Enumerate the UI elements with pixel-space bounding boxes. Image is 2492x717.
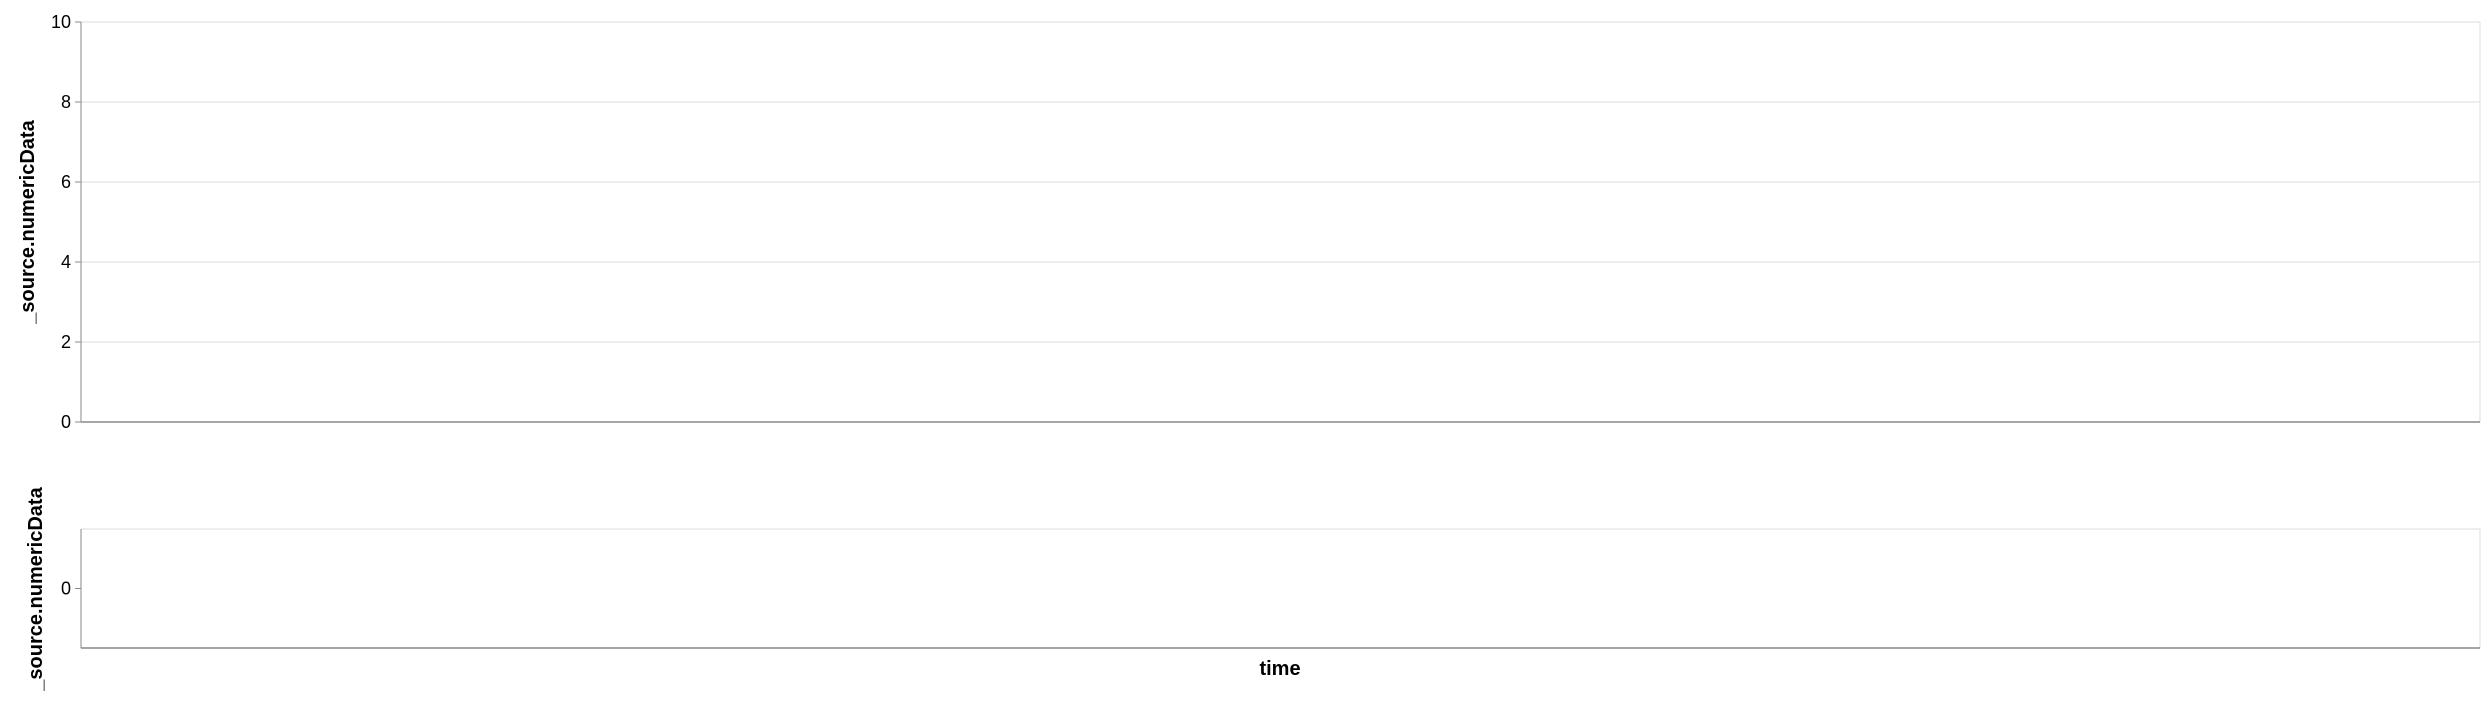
top-y-tick-label: 10 xyxy=(51,12,71,32)
top-y-tick-label: 6 xyxy=(61,172,71,192)
bottom-plot-frame xyxy=(80,528,2481,649)
top-y-tick-label: 8 xyxy=(61,92,71,112)
top-y-ticks: 0 2 4 6 8 10 xyxy=(51,12,81,432)
bottom-y-tick-label: 0 xyxy=(61,579,71,599)
x-axis-title: time xyxy=(1259,658,1300,680)
top-y-axis-title: _source.numericData xyxy=(17,119,39,324)
top-plot-frame xyxy=(80,21,2481,423)
top-gridlines xyxy=(81,21,2480,343)
bottom-y-ticks: 0 xyxy=(61,579,81,599)
top-y-tick-label: 2 xyxy=(61,332,71,352)
top-y-tick-label: 0 xyxy=(61,412,71,432)
bottom-chart: 0 _source.numericData time xyxy=(25,486,2481,692)
top-chart: 0 2 4 6 8 10 _source.numericData xyxy=(17,12,2481,432)
bottom-y-axis-title: _source.numericData xyxy=(25,486,47,691)
top-y-tick-label: 4 xyxy=(61,252,71,272)
